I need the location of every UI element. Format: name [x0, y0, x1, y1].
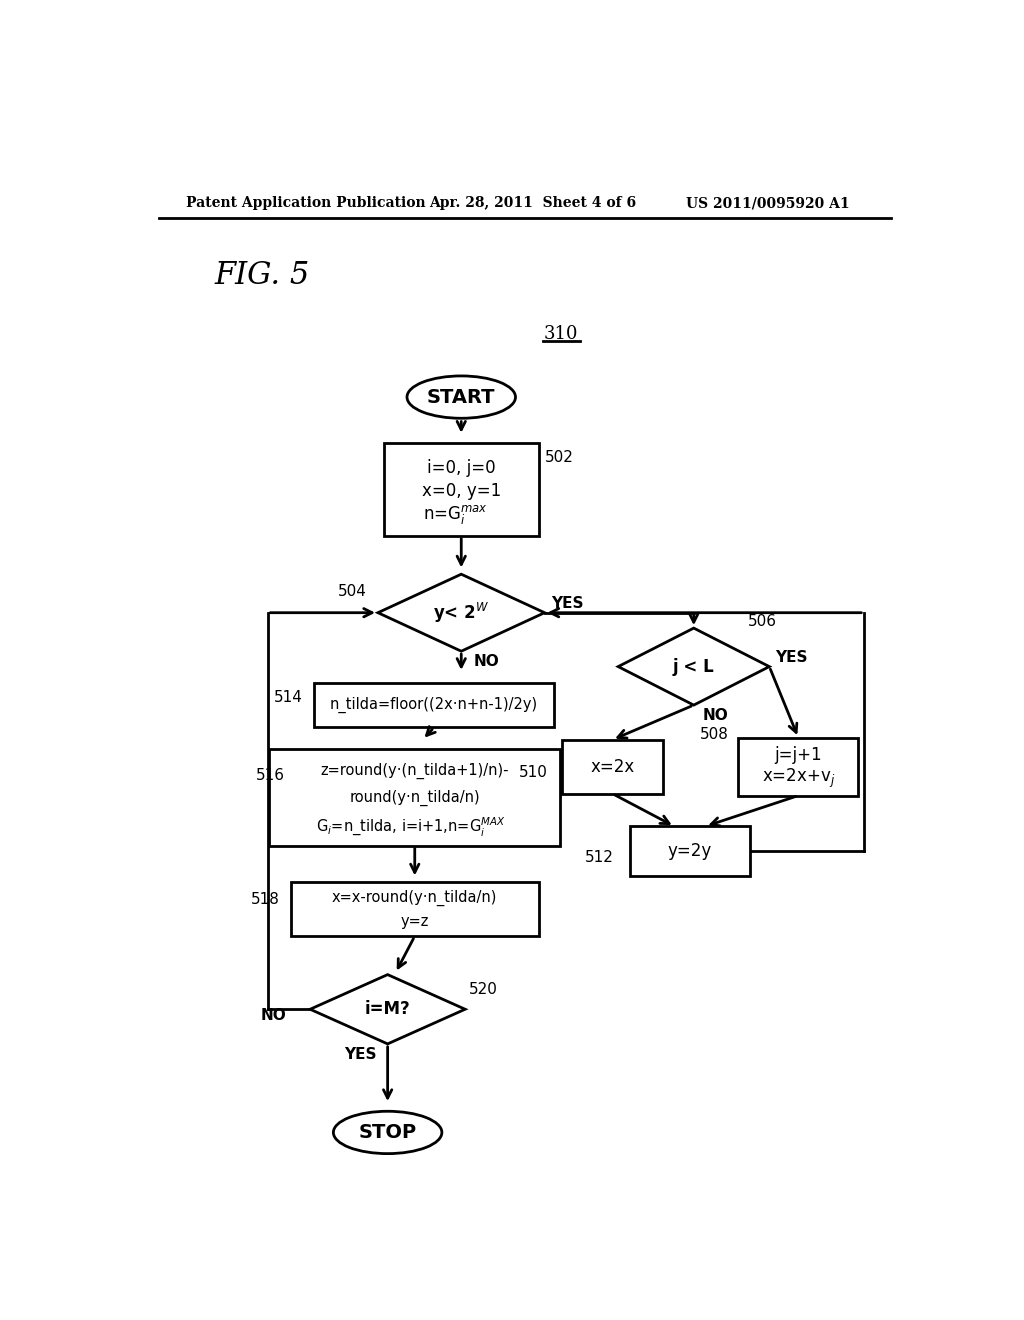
Text: 502: 502: [545, 450, 573, 465]
Text: YES: YES: [551, 595, 584, 611]
Text: NO: NO: [474, 655, 500, 669]
Bar: [562, 739, 663, 793]
Text: Patent Application Publication: Patent Application Publication: [186, 197, 426, 210]
Text: YES: YES: [775, 649, 808, 665]
Bar: [384, 444, 539, 536]
Text: NO: NO: [261, 1008, 287, 1023]
Text: 310: 310: [543, 325, 578, 343]
Text: Apr. 28, 2011  Sheet 4 of 6: Apr. 28, 2011 Sheet 4 of 6: [429, 197, 636, 210]
Text: j=j+1: j=j+1: [774, 746, 822, 764]
Text: 520: 520: [469, 982, 498, 998]
Text: n=G$_i^{max}$: n=G$_i^{max}$: [423, 503, 487, 525]
Bar: [314, 682, 554, 727]
Text: START: START: [427, 388, 496, 407]
Text: 514: 514: [273, 690, 302, 705]
Bar: [291, 882, 539, 936]
Text: 508: 508: [699, 727, 728, 742]
Polygon shape: [378, 574, 545, 651]
Text: y< 2$^W$: y< 2$^W$: [433, 601, 489, 624]
Text: 516: 516: [255, 768, 285, 784]
Text: round(y·n_tilda/n): round(y·n_tilda/n): [349, 789, 480, 805]
Polygon shape: [618, 628, 769, 705]
Text: x=0, y=1: x=0, y=1: [422, 482, 501, 500]
Text: y=z: y=z: [400, 913, 429, 929]
Text: NO: NO: [703, 708, 729, 722]
Text: STOP: STOP: [358, 1123, 417, 1142]
Text: y=2y: y=2y: [668, 842, 712, 861]
Text: x=x-round(y·n_tilda/n): x=x-round(y·n_tilda/n): [332, 890, 498, 907]
Text: 518: 518: [251, 892, 280, 907]
Text: 512: 512: [585, 850, 613, 865]
Text: US 2011/0095920 A1: US 2011/0095920 A1: [686, 197, 850, 210]
Text: j < L: j < L: [673, 657, 715, 676]
Ellipse shape: [334, 1111, 442, 1154]
Bar: [269, 750, 560, 846]
Text: x=2x: x=2x: [590, 758, 635, 776]
Text: 504: 504: [338, 583, 367, 599]
Ellipse shape: [407, 376, 515, 418]
Text: 510: 510: [519, 766, 548, 780]
Text: i=0, j=0: i=0, j=0: [427, 459, 496, 477]
Text: 506: 506: [748, 614, 776, 630]
Text: G$_i$=n_tilda, i=i+1,n=G$_i^{MAX}$: G$_i$=n_tilda, i=i+1,n=G$_i^{MAX}$: [316, 816, 506, 838]
Polygon shape: [310, 974, 465, 1044]
Text: x=2x+v$_j$: x=2x+v$_j$: [762, 767, 835, 789]
Bar: [630, 826, 750, 876]
Text: FIG. 5: FIG. 5: [215, 260, 310, 290]
Text: i=M?: i=M?: [365, 1001, 411, 1018]
Text: z=round(y·(n_tilda+1)/n)-: z=round(y·(n_tilda+1)/n)-: [321, 763, 509, 779]
Text: YES: YES: [344, 1047, 377, 1063]
Bar: [738, 738, 858, 796]
Text: n_tilda=floor((2x·n+n-1)/2y): n_tilda=floor((2x·n+n-1)/2y): [330, 697, 539, 713]
